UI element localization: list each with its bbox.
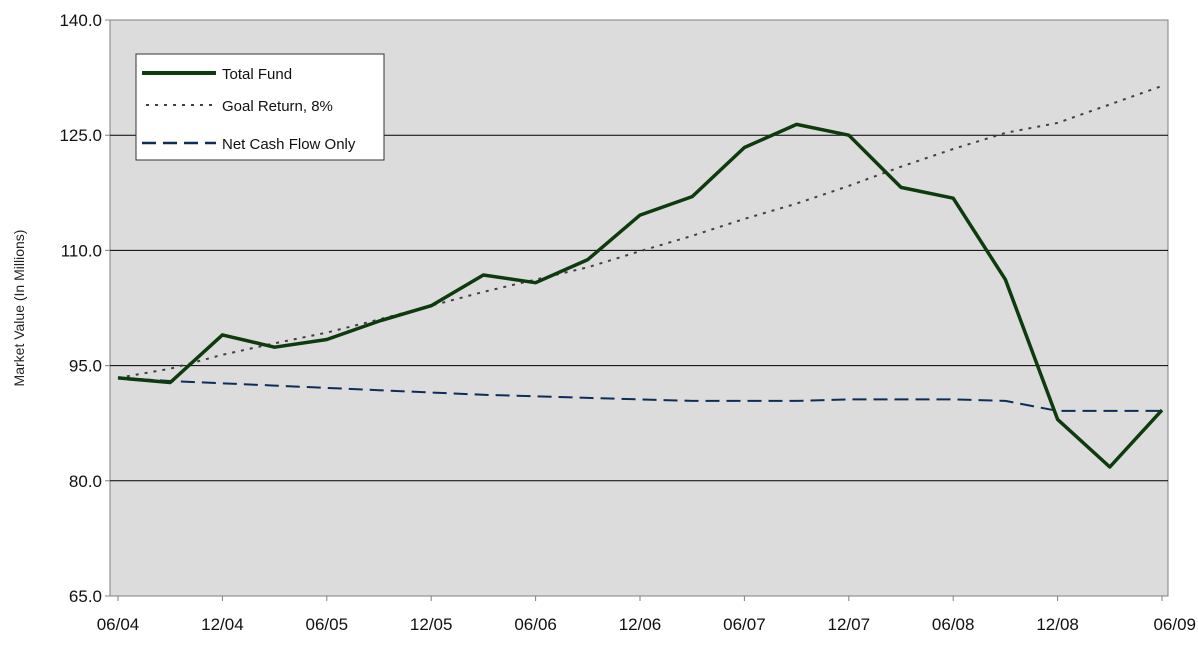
legend: Total Fund Goal Return, 8% Net Cash Flow… bbox=[135, 53, 385, 161]
series-line-total-fund bbox=[117, 122, 1164, 469]
x-tick-label: 06/07 bbox=[723, 615, 766, 634]
x-tick-label: 06/05 bbox=[306, 615, 349, 634]
x-tick-label: 12/08 bbox=[1036, 615, 1079, 634]
legend-label-goal-return: Goal Return, 8% bbox=[222, 98, 333, 115]
series-lines bbox=[117, 85, 1164, 469]
x-tick-label: 06/09 bbox=[1153, 615, 1196, 634]
y-tick-label: 95.0 bbox=[69, 357, 102, 376]
x-axis-ticks: 06/04 12/04 06/05 12/05 06/06 12/06 06/07 12/07… bbox=[97, 596, 1196, 634]
x-tick-label: 12/06 bbox=[619, 615, 662, 634]
legend-label-total-fund: Total Fund bbox=[222, 66, 292, 83]
x-tick-label: 12/05 bbox=[410, 615, 453, 634]
x-tick-label: 12/07 bbox=[828, 615, 871, 634]
y-axis-label: Market Value (In Millions) bbox=[11, 230, 27, 387]
y-tick-label: 140.0 bbox=[59, 11, 102, 30]
y-tick-label: 110.0 bbox=[61, 241, 102, 260]
series-line-net-cash-flow bbox=[117, 376, 1162, 412]
y-tick-label: 80.0 bbox=[69, 472, 102, 491]
y-tick-label: 125.0 bbox=[59, 126, 102, 145]
legend-label-net-cash-flow: Net Cash Flow Only bbox=[222, 136, 356, 153]
x-tick-label: 06/08 bbox=[932, 615, 975, 634]
y-axis-ticks: 140.0 125.0 110.0 95.0 80.0 65.0 bbox=[59, 11, 110, 606]
x-tick-label: 12/04 bbox=[201, 615, 244, 634]
x-tick-label: 06/04 bbox=[97, 615, 140, 634]
x-tick-label: 06/06 bbox=[514, 615, 557, 634]
y-tick-label: 65.0 bbox=[69, 587, 102, 606]
